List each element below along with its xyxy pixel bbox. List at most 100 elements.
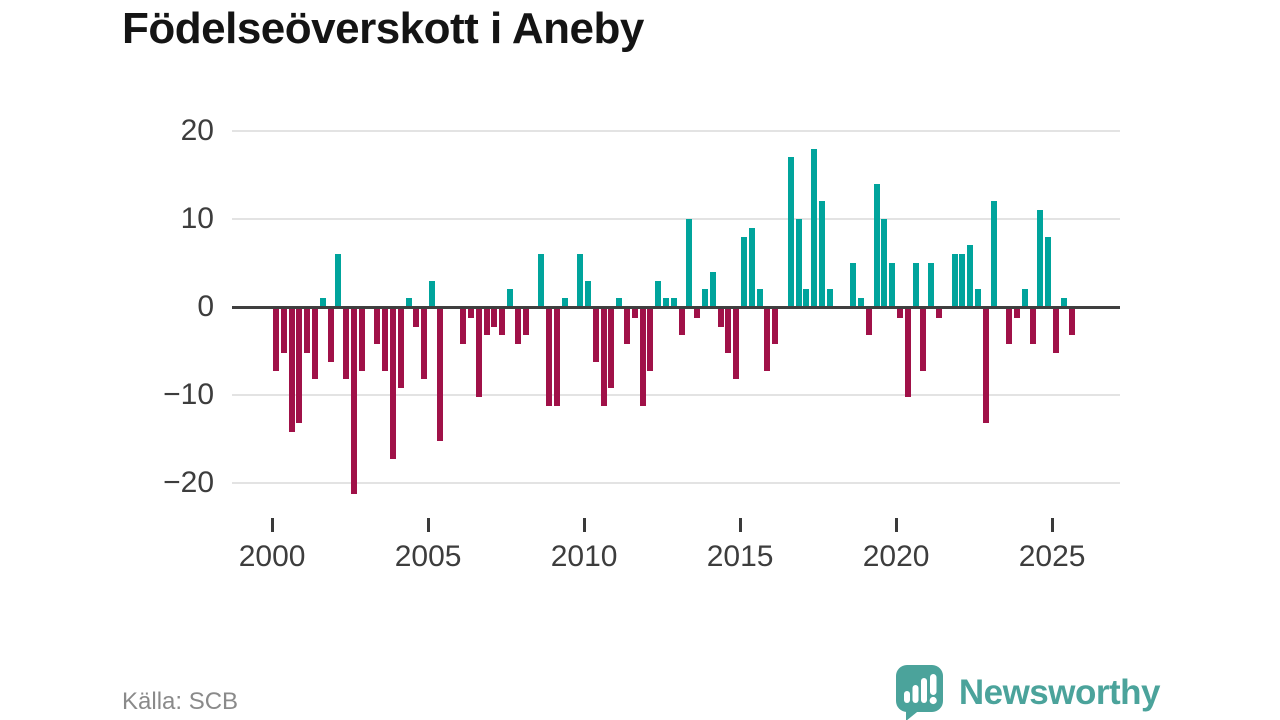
bar <box>897 309 903 318</box>
bar <box>631 309 638 318</box>
bar <box>592 309 599 362</box>
bar <box>561 298 568 307</box>
bar <box>1029 309 1036 345</box>
bar <box>616 298 623 307</box>
gridline <box>232 130 1120 132</box>
y-tick-label: −20 <box>163 466 214 499</box>
newsworthy-logo: Newsworthy <box>895 664 1161 720</box>
bar <box>670 298 677 307</box>
bar <box>678 309 685 336</box>
bar <box>343 309 350 380</box>
y-tick-label: 20 <box>180 114 214 147</box>
bar <box>741 236 747 307</box>
bar <box>499 309 506 336</box>
x-tick-label: 2015 <box>706 540 774 573</box>
bar <box>1053 309 1059 353</box>
bar <box>413 309 420 327</box>
bar <box>600 309 607 406</box>
bar <box>475 309 482 397</box>
newsworthy-logo-text: Newsworthy <box>958 673 1161 712</box>
bar <box>319 298 326 307</box>
bar <box>709 271 716 307</box>
bar <box>374 309 381 345</box>
bar <box>483 309 490 336</box>
bar <box>717 309 724 327</box>
bar <box>468 309 474 318</box>
y-tick-label: 10 <box>180 202 214 235</box>
bar <box>296 309 303 424</box>
gridline <box>232 394 1120 396</box>
bar <box>312 309 318 380</box>
bar <box>288 309 295 433</box>
bar <box>538 254 545 307</box>
bar <box>1060 298 1067 307</box>
bar <box>975 289 981 307</box>
bar <box>436 309 443 441</box>
bar <box>764 309 771 371</box>
bar <box>1014 309 1020 318</box>
bar <box>936 309 942 318</box>
bar <box>507 289 513 307</box>
bar <box>304 309 311 353</box>
bar <box>951 254 958 307</box>
bar <box>655 280 662 307</box>
bar <box>912 263 919 307</box>
x-tick-label: 2020 <box>862 540 930 573</box>
bar <box>327 309 334 362</box>
bar <box>273 309 279 371</box>
x-tick <box>270 518 274 532</box>
y-tick-label: 0 <box>197 290 214 323</box>
bar <box>967 245 974 307</box>
bar <box>787 157 794 307</box>
bar <box>460 309 467 345</box>
x-tick <box>738 518 742 532</box>
bar <box>982 309 989 424</box>
bar <box>873 183 880 307</box>
bar <box>959 254 966 307</box>
bar <box>397 309 404 389</box>
bar <box>390 309 396 459</box>
bar <box>553 309 560 406</box>
x-tick <box>1050 518 1054 532</box>
bar <box>920 309 927 371</box>
bar <box>624 309 630 345</box>
bar <box>772 309 779 345</box>
bar <box>358 309 365 371</box>
bar <box>608 309 615 389</box>
bar <box>904 309 911 397</box>
bar <box>748 227 755 307</box>
bar <box>850 263 857 307</box>
bar <box>514 309 521 345</box>
gridline <box>232 482 1120 484</box>
bar <box>647 309 654 371</box>
x-tick-label: 2025 <box>1018 540 1086 573</box>
bar <box>1021 289 1028 307</box>
bar <box>491 309 498 327</box>
bar <box>280 309 287 353</box>
bar <box>686 219 693 307</box>
bar <box>694 309 701 318</box>
bar <box>546 309 552 406</box>
bar <box>881 219 888 307</box>
bar <box>1068 309 1075 336</box>
bar <box>865 309 872 336</box>
bar <box>522 309 529 336</box>
x-tick-label: 2000 <box>238 540 306 573</box>
source-label: Källa: SCB <box>122 688 239 715</box>
bar <box>663 298 669 307</box>
bar <box>928 263 935 307</box>
bar <box>733 309 740 380</box>
bar <box>795 219 802 307</box>
gridline <box>232 218 1120 220</box>
x-tick-label: 2005 <box>394 540 462 573</box>
bar <box>702 289 708 307</box>
bar <box>1006 309 1013 345</box>
bar <box>811 148 818 307</box>
y-tick-label: −10 <box>163 378 214 411</box>
bar <box>1045 236 1052 307</box>
bar <box>382 309 389 371</box>
bar <box>351 309 357 494</box>
newsworthy-logo-icon <box>895 665 943 720</box>
chart-title: Födelseöverskott i Aneby <box>122 4 644 53</box>
